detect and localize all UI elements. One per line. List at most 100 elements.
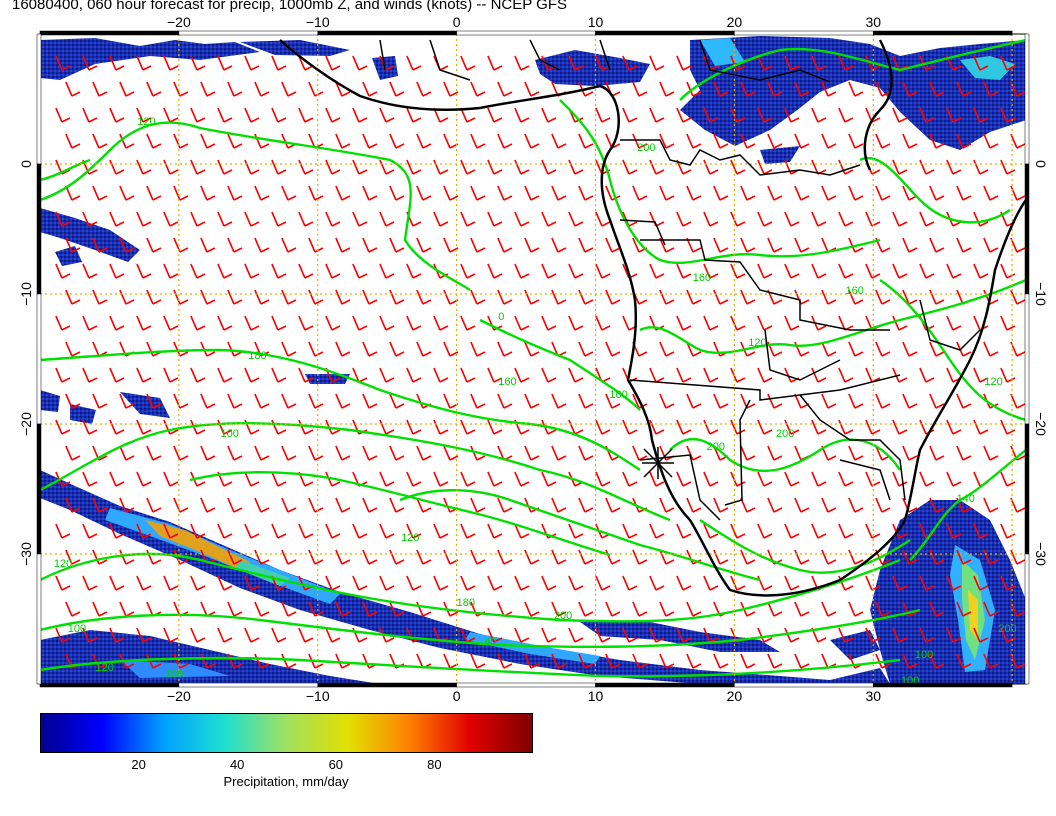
wind-barb	[757, 367, 773, 383]
wind-barb	[767, 445, 783, 461]
wind-barb	[659, 289, 675, 305]
wind-barb	[109, 263, 125, 279]
colorbar-tick-label: 80	[427, 757, 442, 772]
wind-barb	[767, 601, 783, 617]
wind-barb	[362, 289, 378, 305]
wind-barb	[703, 263, 719, 279]
wind-barb	[659, 601, 675, 617]
frame-band	[595, 30, 735, 36]
lon-tick-label-top: 10	[588, 14, 604, 30]
lon-tick-label-top: −20	[167, 14, 191, 30]
wind-barb	[254, 185, 270, 201]
wind-barb	[551, 549, 567, 565]
wind-barb	[595, 315, 611, 331]
wind-barb	[605, 341, 621, 357]
wind-barb	[271, 471, 287, 487]
wind-barb	[649, 55, 665, 71]
wind-barb	[335, 237, 351, 253]
wind-barb	[217, 211, 233, 227]
wind-barb	[65, 497, 81, 513]
wind-barb	[389, 445, 405, 461]
wind-barb	[325, 211, 341, 227]
wind-barb	[983, 653, 999, 669]
wind-barb	[406, 523, 422, 539]
wind-barb	[227, 185, 243, 201]
wind-barb	[227, 601, 243, 617]
wind-barb	[757, 159, 773, 175]
wind-barb	[362, 549, 378, 565]
wind-barb	[55, 55, 71, 71]
wind-barb	[892, 315, 908, 331]
wind-barb	[82, 107, 98, 123]
wind-barb	[325, 55, 341, 71]
wind-barb	[632, 133, 648, 149]
wind-barb	[227, 653, 243, 669]
wind-barb	[308, 601, 324, 617]
wind-barb	[713, 81, 729, 97]
wind-barb	[838, 471, 854, 487]
wind-barb	[686, 185, 702, 201]
wind-barb	[929, 497, 945, 513]
wind-barb	[794, 341, 810, 357]
wind-barb	[298, 419, 314, 435]
wind-barb	[271, 159, 287, 175]
wind-barb	[757, 575, 773, 591]
wind-barb	[190, 367, 206, 383]
wind-barb	[136, 471, 152, 487]
wind-barb	[298, 263, 314, 279]
lat-tick-label-right: 0	[1033, 160, 1049, 168]
wind-barb	[470, 237, 486, 253]
wind-barb	[146, 81, 162, 97]
wind-barb	[335, 133, 351, 149]
wind-barb	[254, 497, 270, 513]
location-marker	[641, 447, 674, 479]
wind-barb	[173, 549, 189, 565]
wind-barb	[676, 627, 692, 643]
wind-barb	[173, 445, 189, 461]
wind-barb	[568, 367, 584, 383]
wind-barb	[244, 159, 260, 175]
wind-barb	[973, 419, 989, 435]
wind-barb	[433, 367, 449, 383]
wind-barb	[659, 497, 675, 513]
wind-barb	[892, 263, 908, 279]
frame-band	[36, 553, 42, 685]
wind-barb	[595, 575, 611, 591]
wind-barb	[865, 263, 881, 279]
wind-barb	[362, 445, 378, 461]
wind-barb	[784, 315, 800, 331]
wind-barb	[416, 549, 432, 565]
wind-barb	[352, 575, 368, 591]
wind-barb	[119, 445, 135, 461]
wind-barb	[541, 107, 557, 123]
wind-barb	[325, 263, 341, 279]
wind-barb	[784, 523, 800, 539]
wind-barb	[551, 237, 567, 253]
wind-barb	[578, 237, 594, 253]
wind-barb	[109, 159, 125, 175]
wind-barb	[497, 237, 513, 253]
wind-barb	[740, 549, 756, 565]
wind-barb	[335, 497, 351, 513]
wind-barb	[524, 445, 540, 461]
wind-barb	[676, 367, 692, 383]
wind-barb	[470, 549, 486, 565]
wind-barb	[713, 237, 729, 253]
wind-barb	[541, 211, 557, 227]
wind-barb	[136, 419, 152, 435]
wind-barb	[325, 627, 341, 643]
wind-barb	[875, 133, 891, 149]
wind-barb	[227, 133, 243, 149]
wind-barb	[956, 549, 972, 565]
wind-barb	[406, 315, 422, 331]
wind-barb	[740, 237, 756, 253]
wind-barb	[173, 341, 189, 357]
wind-barb	[389, 133, 405, 149]
wind-barb	[811, 263, 827, 279]
wind-barb	[1000, 263, 1016, 279]
frame-band	[317, 682, 457, 688]
contour-label: 120	[984, 376, 1002, 388]
wind-barb	[281, 185, 297, 201]
wind-barb	[838, 627, 854, 643]
wind-barb	[217, 419, 233, 435]
